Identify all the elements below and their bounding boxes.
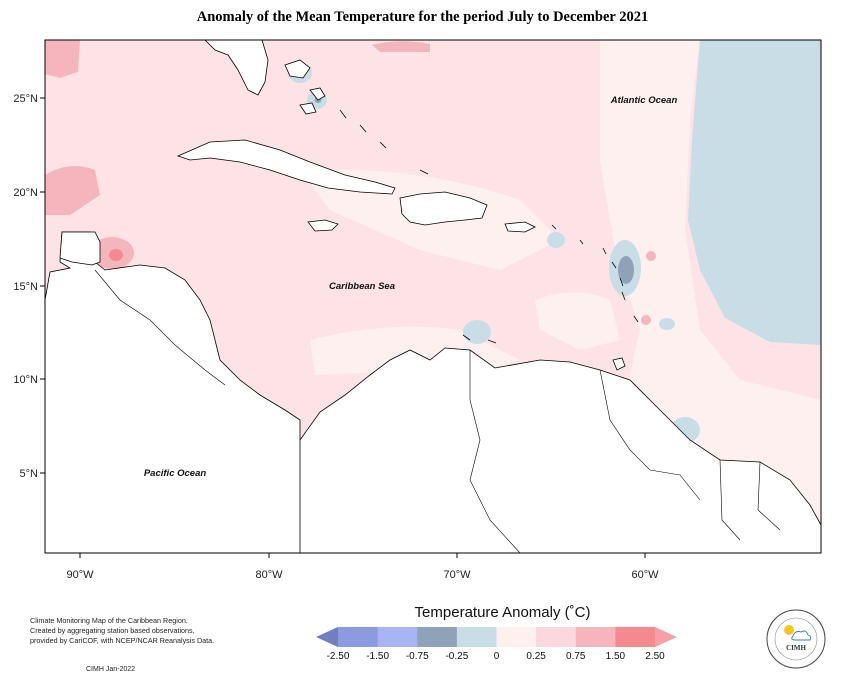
lat-label-10n: 10°N [13, 374, 38, 386]
legend-swatch [575, 627, 616, 647]
legend-tick-label: 0 [494, 651, 500, 662]
legend-colorbar [316, 627, 677, 647]
legend-tick-label: 0.25 [526, 651, 546, 662]
country-borders [94, 269, 781, 553]
map-title: Anomaly of the Mean Temperature for the … [196, 9, 649, 25]
label-atlantic-ocean: Atlantic Ocean [610, 95, 678, 106]
legend-arrow-low [316, 627, 338, 647]
lon-label-80w: 80°W [255, 569, 283, 581]
lat-label-15n: 15°N [13, 281, 38, 293]
anomaly-field [45, 40, 821, 553]
legend-title: Temperature Anomaly (˚C) [414, 604, 591, 621]
lat-label-25n: 25°N [13, 93, 38, 105]
legend-swatch [456, 627, 497, 647]
legend-tick-labels: -2.50 -1.50 -0.75 -0.25 0 0.25 0.75 1.50 2.50 [327, 651, 666, 662]
credits-line-2: Created by aggregating station based obs… [30, 626, 195, 635]
cloud-icon [791, 630, 812, 641]
legend-swatch [536, 627, 577, 647]
logo-text: CIMH [786, 644, 806, 652]
legend-tick-label: -1.50 [366, 651, 389, 662]
credits-line-3: provided by CariCOF, with NCEP/NCAR Rean… [30, 636, 215, 645]
land-masses [45, 40, 821, 553]
legend-swatch [496, 627, 537, 647]
lon-label-60w: 60°W [631, 569, 659, 581]
legend-tick-label: 0.75 [566, 651, 586, 662]
legend-swatch [615, 627, 656, 647]
lon-label-90w: 90°W [66, 569, 94, 581]
credits-signature: CIMH Jan-2022 [86, 666, 136, 673]
lat-label-5n: 5°N [20, 468, 39, 480]
legend-swatch [377, 627, 418, 647]
legend-tick-label: -2.50 [327, 651, 350, 662]
label-pacific-ocean: Pacific Ocean [144, 468, 207, 479]
sun-icon [784, 625, 794, 635]
lon-tick-marks [79, 553, 646, 558]
legend-tick-label: -0.25 [445, 651, 468, 662]
lesser-antilles [339, 109, 639, 344]
lat-label-20n: 20°N [13, 187, 38, 199]
lat-tick-marks [40, 97, 45, 474]
credits-line-1: Climate Monitoring Map of the Caribbean … [30, 616, 188, 625]
credits-block: Climate Monitoring Map of the Caribbean … [30, 616, 230, 646]
cimh-logo: CIMH [766, 609, 826, 669]
legend-swatch [417, 627, 458, 647]
legend-arrow-high [655, 627, 677, 647]
label-caribbean-sea: Caribbean Sea [329, 281, 395, 292]
legend-tick-label: -0.75 [406, 651, 429, 662]
legend-tick-label: 2.50 [645, 651, 665, 662]
lon-label-70w: 70°W [443, 569, 471, 581]
legend-swatch [338, 627, 379, 647]
legend-tick-label: 1.50 [606, 651, 626, 662]
map-frame [44, 39, 822, 554]
